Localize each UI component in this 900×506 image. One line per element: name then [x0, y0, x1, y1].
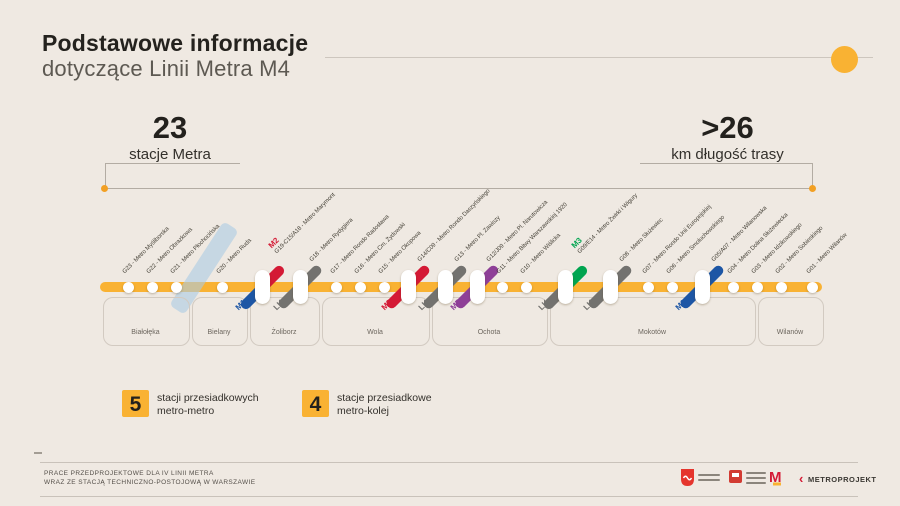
district-label: Ochota [477, 329, 501, 336]
legend-metro-metro-line2: metro-metro [157, 405, 215, 417]
station-G01 [806, 281, 818, 293]
metro-line-m4 [100, 282, 822, 292]
station-label-G22: G22 - Metro Obrazkowa [145, 226, 194, 275]
legend-metro-metro-text: stacji przesiadkowych metro-metro [157, 392, 259, 418]
bracket-underline-right [640, 163, 812, 164]
legend-metro-metro-count: 5 [129, 393, 142, 416]
district-box-Mokotów [550, 297, 756, 346]
station-G23 [122, 281, 134, 293]
legend-metro-rail-square [302, 390, 329, 417]
stat-length-label: km długość trasy [671, 146, 784, 163]
station-G15 [378, 281, 390, 293]
warsaw-logo-caption [698, 471, 720, 481]
stat-stations-value: 23 [152, 110, 188, 145]
station-G07 [642, 281, 654, 293]
metro-m-icon: M [769, 469, 782, 486]
station-G21 [170, 281, 182, 293]
svg-text:M: M [769, 469, 782, 486]
footer-line2: WRAZ ZE STACJĄ TECHNICZNO-POSTOJOWĄ W WA… [44, 479, 256, 486]
stat-length-value: >26 [701, 110, 754, 145]
district-label: Mokotów [637, 329, 666, 336]
station-G08 [602, 270, 618, 304]
footer-line1: PRACE PRZEDPROJEKTOWE DLA IV LINII METRA [44, 470, 214, 477]
station-G06 [666, 281, 678, 293]
bracket-dot-left [101, 185, 108, 192]
metro-m-logo: M [768, 468, 786, 491]
footer-project-text: PRACE PRZEDPROJEKTOWE DLA IV LINII METRA… [44, 469, 256, 487]
station-G22 [146, 281, 158, 293]
warsaw-shield-icon [681, 469, 694, 486]
station-G05 [694, 270, 710, 304]
legend-metro-rail-line1: stacje przesiadkowe [337, 392, 432, 404]
partner-logo-caption [746, 469, 766, 484]
district-box-Bielany [192, 297, 248, 346]
partner-logo [729, 470, 742, 488]
metroprojekt-wordmark: METROPROJEKT [808, 475, 877, 484]
station-label-G15: G15 - Metro Okopowa [377, 230, 423, 275]
district-box-Wola [322, 297, 430, 346]
legend-metro-rail-count: 4 [309, 393, 322, 416]
bracket-dot-right [809, 185, 816, 192]
legend-metro-rail-text: stacje przesiadkowe metro-kolej [337, 392, 432, 418]
station-label-G23: G23 - Metro Myśliborska [121, 226, 171, 275]
station-G10 [520, 281, 532, 293]
district-box-Białołęka [103, 297, 190, 346]
station-G04 [727, 281, 739, 293]
partner-logo-icon [729, 470, 742, 483]
stat-length: >26 km długość trasy [640, 110, 815, 164]
station-G03 [751, 281, 763, 293]
bracket-underline-left [105, 163, 240, 164]
station-G12 [469, 270, 485, 304]
warsaw-city-logo [681, 469, 694, 491]
station-G18 [292, 270, 308, 304]
station-G14 [400, 270, 416, 304]
district-label: Wilanów [776, 329, 804, 336]
footer-band [40, 462, 858, 497]
district-label: Żoliborz [271, 329, 297, 336]
header-rule [325, 57, 873, 58]
bracket-span [105, 188, 813, 189]
page-title-line2: dotyczące Linii Metra M4 [42, 56, 291, 81]
district-label: Wola [367, 329, 383, 336]
legend-metro-rail-line2: metro-kolej [337, 405, 389, 417]
station-label-G09: G09/E14 - Metro Żwirki i Wigury [576, 192, 639, 255]
station-G19 [254, 270, 270, 304]
bracket-riser-right [812, 163, 813, 189]
district-box-Ochota [432, 297, 548, 346]
station-G13 [437, 270, 453, 304]
district-box-Wilanów [758, 297, 824, 346]
legend-metro-metro-line1: stacji przesiadkowych [157, 392, 259, 404]
stat-stations: 23 stacje Metra [95, 110, 245, 164]
station-G17 [330, 281, 342, 293]
bracket-riser-left [105, 163, 106, 189]
station-G09 [557, 270, 573, 304]
station-G02 [775, 281, 787, 293]
district-label: Białołęka [131, 329, 160, 336]
station-G16 [354, 281, 366, 293]
accent-dot [831, 46, 858, 73]
station-label-G05: G05/A07 - Metro Wilanowska [710, 205, 769, 263]
station-G20 [216, 281, 228, 293]
footer-tick [34, 452, 42, 454]
legend-metro-metro-square [122, 390, 149, 417]
metroprojekt-chevron-icon: ‹ [799, 471, 804, 486]
station-G11 [496, 281, 508, 293]
page-title-line1: Podstawowe informacje [42, 30, 309, 56]
district-label: Bielany [207, 329, 231, 336]
stat-stations-label: stacje Metra [129, 146, 211, 163]
station-label-G14: G14/C09 - Metro Rondo Daszyńskiego [416, 188, 492, 263]
